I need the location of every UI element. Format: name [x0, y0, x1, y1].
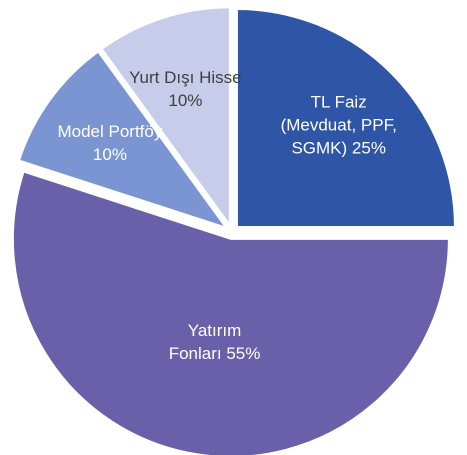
value-label: 10% [168, 90, 203, 110]
pie-slice [11, 170, 450, 455]
pie-slice [17, 50, 229, 230]
value-label: 25% [351, 138, 386, 158]
pie-slice [100, 6, 231, 229]
category-label: Model Portföy [57, 122, 163, 142]
slice-label: TL Faiz (Mevduat, PPF, SGMK) 25% [279, 91, 399, 160]
slice-label: Model Portföy 10% [50, 120, 170, 166]
category-label: Yatırım Fonları [168, 321, 242, 364]
slice-label: Yurt Dışı Hisse 10% [125, 66, 245, 112]
value-label: 55% [226, 344, 261, 364]
pie-slice [235, 8, 456, 229]
value-label: 10% [92, 145, 127, 165]
category-label: TL Faiz (Mevduat, PPF, SGMK) [280, 92, 397, 158]
slice-label: Yatırım Fonları 55% [160, 319, 270, 365]
category-label: Yurt Dışı Hisse [129, 67, 242, 87]
